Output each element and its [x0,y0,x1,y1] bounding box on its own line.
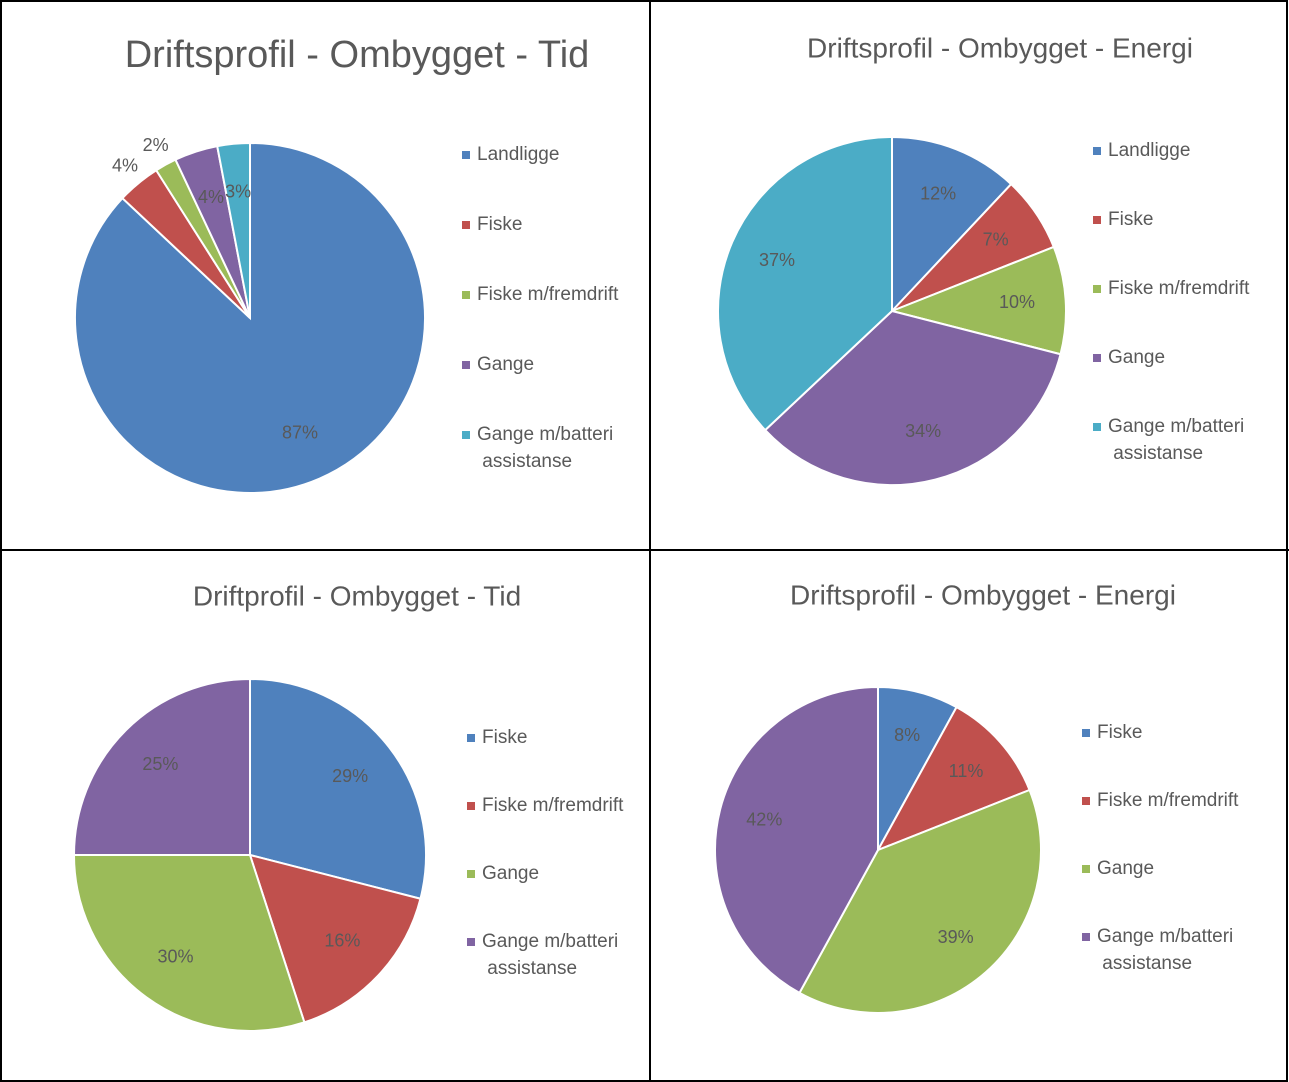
data-label: 12% [920,183,956,203]
legend-swatch [467,802,475,810]
legend-swatch [1093,147,1101,155]
data-label: 25% [142,754,178,774]
pie-slice [891,135,1013,314]
legend-label: Gange m/batteri assistanse [477,424,613,472]
legend-swatch [1093,354,1101,362]
legend-swatch [467,734,475,742]
legend-swatch [1082,933,1090,941]
legend-swatch [1082,865,1090,873]
legend-label: Fiske m/fremdrift [477,284,619,305]
legend-swatch [467,870,475,878]
legend-swatch [1093,423,1101,431]
chart-title: Driftprofil - Ombygget - Tid [193,580,521,611]
data-label: 3% [225,181,251,201]
data-label: 39% [938,927,974,947]
chart-title: Driftsprofil - Ombygget - Energi [807,32,1193,63]
legend-swatch [1093,285,1101,293]
pie-slice [888,245,1067,356]
legend-label: Landligge [477,144,559,165]
legend-swatch [462,361,470,369]
data-label: 11% [949,761,984,781]
data-label: 10% [999,292,1035,312]
data-label: 34% [905,421,941,441]
pie-slice [249,677,427,900]
legend-label: Fiske [1097,722,1142,743]
data-label: 42% [746,810,782,830]
pie-slice [714,685,879,995]
legend-label: Fiske [1108,209,1153,230]
legend-swatch [462,221,470,229]
data-label: 7% [983,229,1009,249]
data-label: 37% [759,250,795,270]
legend-label: Gange [1108,347,1165,368]
legend-swatch [467,938,475,946]
data-label: 4% [112,156,138,176]
legend-label: Gange [477,354,534,375]
legend-label: Gange m/batteri assistanse [1097,926,1233,974]
legend-swatch [462,431,470,439]
pie-slice [875,705,1031,852]
data-label: 29% [332,766,368,786]
pie-slice [717,135,893,432]
data-label: 16% [324,930,360,950]
legend-label: Fiske [482,727,527,748]
legend-label: Gange [482,863,539,884]
pie-slice [763,309,1062,486]
pie-slice [798,788,1042,1014]
legend-label: Landligge [1108,140,1190,161]
legend-label: Gange m/batteri assistanse [482,931,618,979]
legend-label: Fiske [477,214,522,235]
legend-swatch [1093,216,1101,224]
pie-slice [72,677,251,856]
chart-title: Driftsprofil - Ombygget - Energi [790,579,1176,610]
data-label: 87% [282,422,318,442]
pie-slice [216,141,251,319]
pie-slice [248,853,422,1024]
data-label: 8% [894,725,920,745]
data-label: 30% [158,946,194,966]
pie-slice [72,854,306,1032]
legend-label: Gange m/batteri assistanse [1108,416,1244,464]
legend-swatch [462,291,470,299]
data-label: 2% [143,135,169,155]
legend-label: Fiske m/fremdrift [1097,790,1239,811]
legend-swatch [1082,729,1090,737]
chart-title: Driftsprofil - Ombygget - Tid [125,34,590,76]
legend-label: Fiske m/fremdrift [482,795,624,816]
legend-swatch [462,151,470,159]
legend-label: Fiske m/fremdrift [1108,278,1250,299]
legend-label: Gange [1097,858,1154,879]
data-label: 4% [198,187,224,207]
legend-swatch [1082,797,1090,805]
